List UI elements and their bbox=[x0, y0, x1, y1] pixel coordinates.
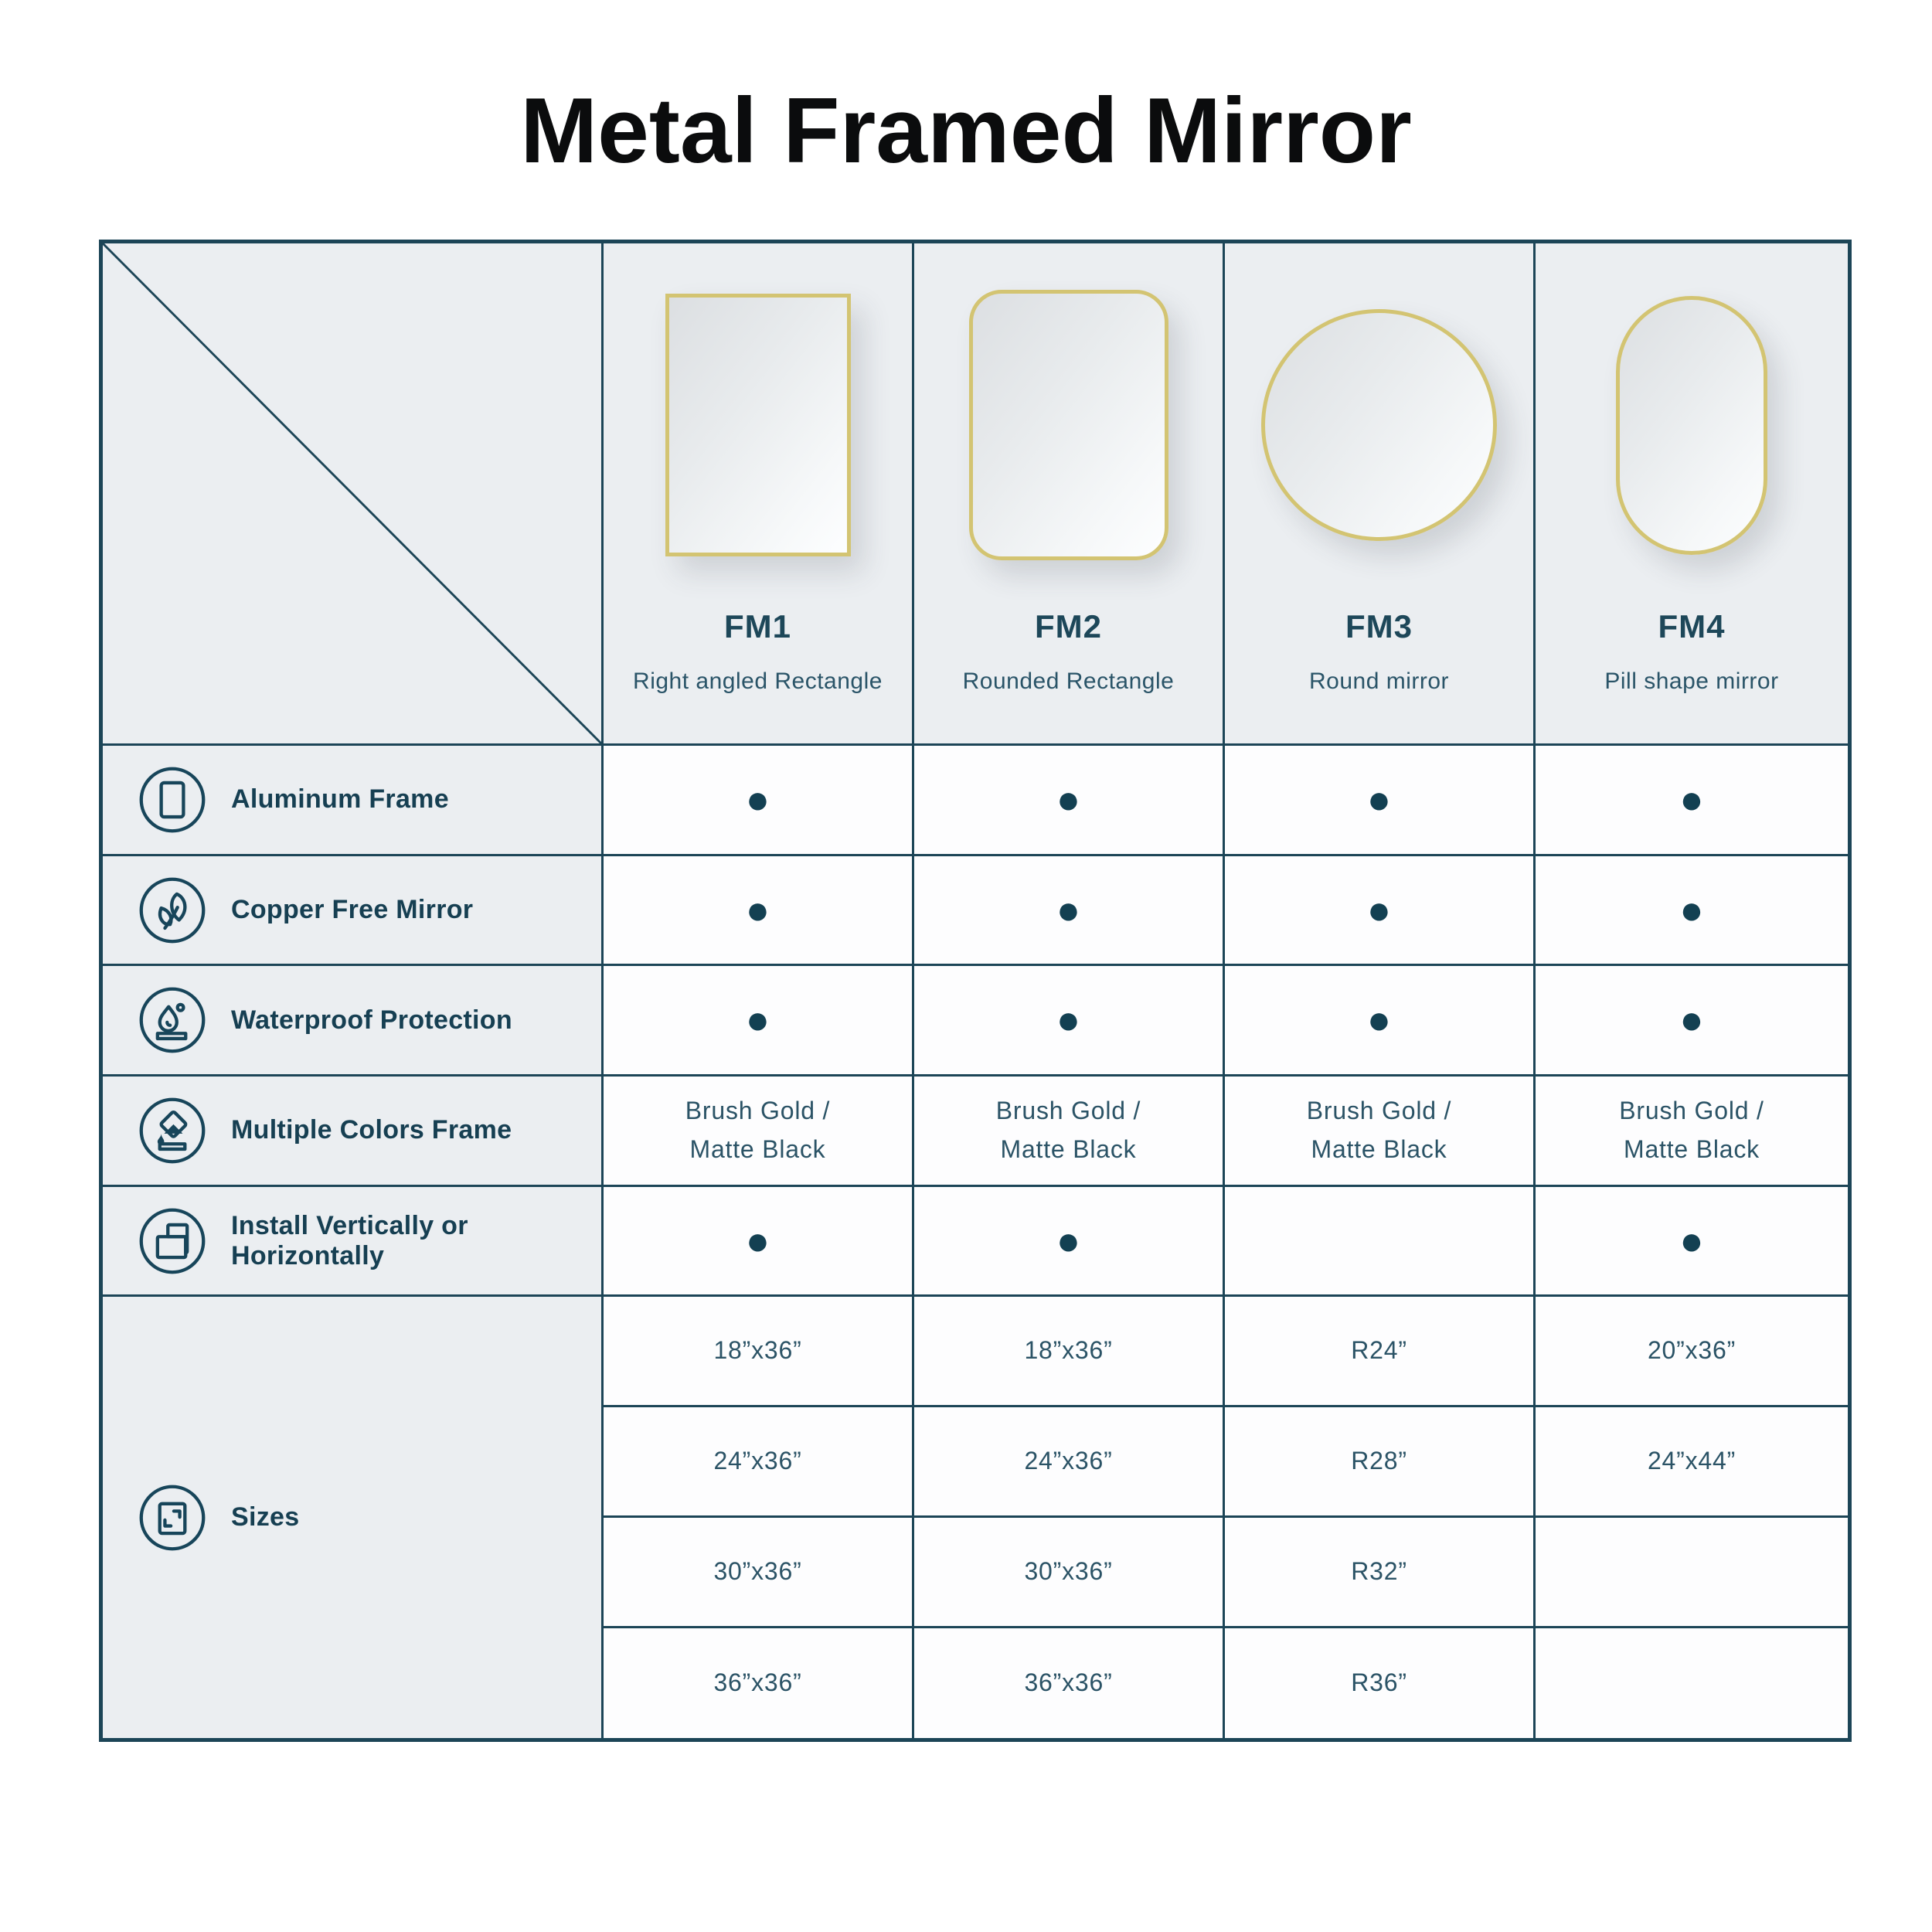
feature-value-cell: ● bbox=[914, 855, 1225, 967]
model-shape-description: Rounded Rectangle bbox=[962, 668, 1175, 694]
feature-label-multiple-colors-frame: Multiple Colors Frame bbox=[103, 1077, 604, 1187]
feature-value-cell: ● bbox=[1536, 1186, 1848, 1298]
feature-value-cell bbox=[1225, 1186, 1536, 1298]
column-header-fm1: FM1 Right angled Rectangle bbox=[604, 243, 914, 746]
page-title: Metal Framed Mirror bbox=[520, 79, 1412, 182]
feature-value-cell: ● bbox=[914, 1186, 1225, 1298]
feature-value-cell: Brush Gold / Matte Black bbox=[914, 1077, 1225, 1187]
size-value-cell: 20”x36” bbox=[1536, 1297, 1848, 1408]
feature-value-cell: ● bbox=[1536, 746, 1848, 856]
leaf-icon bbox=[137, 875, 208, 946]
column-header-fm3: FM3 Round mirror bbox=[1225, 243, 1536, 746]
water-drop-icon bbox=[137, 985, 208, 1056]
mirror-photo-area bbox=[968, 274, 1168, 576]
feature-value-cell: Brush Gold / Matte Black bbox=[1536, 1077, 1848, 1187]
feature-value-cell: ● bbox=[914, 966, 1225, 1077]
feature-value-cell: ● bbox=[1225, 855, 1536, 967]
model-shape-description: Right angled Rectangle bbox=[633, 668, 883, 694]
fm2-mirror-thumbnail bbox=[968, 290, 1168, 560]
size-value-cell: 30”x36” bbox=[914, 1517, 1225, 1628]
size-value-cell: 36”x36” bbox=[604, 1628, 914, 1739]
size-value-cell: R24” bbox=[1225, 1297, 1536, 1408]
feature-value-cell: ● bbox=[914, 746, 1225, 856]
diagonal-line-icon bbox=[103, 243, 601, 743]
feature-label-text: Multiple Colors Frame bbox=[231, 1115, 512, 1145]
feature-label-text: Install Vertically or Horizontally bbox=[231, 1210, 468, 1270]
size-value-cell: R28” bbox=[1225, 1407, 1536, 1518]
model-name: FM2 bbox=[1035, 608, 1102, 645]
paint-pour-icon bbox=[137, 1095, 208, 1166]
feature-label-waterproof-protection: Waterproof Protection bbox=[103, 966, 604, 1077]
feature-value-cell: ● bbox=[604, 855, 914, 967]
feature-value-cell: ● bbox=[604, 746, 914, 856]
feature-label-aluminum-frame: Aluminum Frame bbox=[103, 746, 604, 856]
aluminum-frame-icon bbox=[137, 764, 208, 835]
feature-value-cell: ● bbox=[604, 1186, 914, 1298]
orientation-icon bbox=[137, 1206, 208, 1277]
feature-label-text: Aluminum Frame bbox=[231, 784, 449, 815]
fm3-mirror-thumbnail bbox=[1261, 309, 1497, 541]
feature-value-cell: ● bbox=[604, 966, 914, 1077]
size-value-cell: 36”x36” bbox=[914, 1628, 1225, 1739]
feature-label-install-orientation: Install Vertically or Horizontally bbox=[103, 1186, 604, 1298]
table-corner-cell bbox=[103, 243, 604, 746]
feature-label-copper-free-mirror: Copper Free Mirror bbox=[103, 855, 604, 967]
size-value-cell bbox=[1536, 1517, 1848, 1628]
mirror-photo-area bbox=[1261, 274, 1497, 576]
sizes-label-text: Sizes bbox=[231, 1502, 300, 1532]
size-value-cell bbox=[1536, 1628, 1848, 1739]
size-value-cell: 30”x36” bbox=[604, 1517, 914, 1628]
feature-value-cell: ● bbox=[1225, 746, 1536, 856]
size-value-cell: 18”x36” bbox=[604, 1297, 914, 1408]
model-shape-description: Round mirror bbox=[1308, 668, 1450, 694]
size-value-cell: 24”x36” bbox=[914, 1407, 1225, 1518]
column-header-fm4: FM4 Pill shape mirror bbox=[1536, 243, 1848, 746]
feature-label-text: Copper Free Mirror bbox=[231, 895, 474, 925]
size-value-cell: R32” bbox=[1225, 1517, 1536, 1628]
mirror-photo-area bbox=[1616, 274, 1767, 576]
column-header-fm2: FM2 Rounded Rectangle bbox=[914, 243, 1225, 746]
feature-value-cell: ● bbox=[1225, 966, 1536, 1077]
sizes-label-cell: Sizes bbox=[103, 1297, 604, 1739]
mirror-photo-area bbox=[665, 274, 851, 576]
size-value-cell: 24”x44” bbox=[1536, 1407, 1848, 1518]
model-name: FM3 bbox=[1345, 608, 1413, 645]
feature-value-cell: ● bbox=[1536, 855, 1848, 967]
size-value-cell: R36” bbox=[1225, 1628, 1536, 1739]
model-name: FM4 bbox=[1658, 608, 1726, 645]
fm4-mirror-thumbnail bbox=[1616, 295, 1767, 555]
size-value-cell: 18”x36” bbox=[914, 1297, 1225, 1408]
feature-value-cell: Brush Gold / Matte Black bbox=[604, 1077, 914, 1187]
feature-label-text: Waterproof Protection bbox=[231, 1005, 512, 1035]
fm1-mirror-thumbnail bbox=[665, 294, 851, 556]
model-shape-description: Pill shape mirror bbox=[1604, 668, 1779, 694]
sizes-icon bbox=[137, 1482, 208, 1553]
size-value-cell: 24”x36” bbox=[604, 1407, 914, 1518]
model-name: FM1 bbox=[724, 608, 791, 645]
feature-value-cell: ● bbox=[1536, 966, 1848, 1077]
comparison-table: FM1 Right angled Rectangle FM2 Rounded R… bbox=[99, 240, 1852, 1742]
feature-value-cell: Brush Gold / Matte Black bbox=[1225, 1077, 1536, 1187]
